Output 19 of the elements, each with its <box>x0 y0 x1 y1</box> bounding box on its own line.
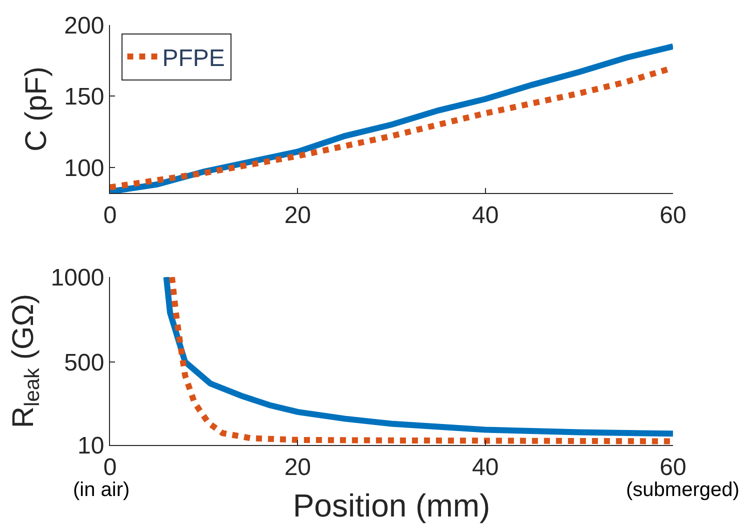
x-tick-label: 60 <box>660 454 686 481</box>
y-tick-label: 10 <box>77 432 104 460</box>
y-tick-label: 100 <box>64 154 104 182</box>
y-tick-label: 200 <box>64 12 104 40</box>
x-tick-label: 40 <box>472 202 499 229</box>
x-tick-label: 60 <box>660 202 686 229</box>
x-tick-label: 0 <box>103 202 117 229</box>
y-tick-label: 150 <box>64 84 104 111</box>
x-tick-label: 20 <box>284 454 312 481</box>
legend-label: PFPE <box>162 44 225 72</box>
x-tick-label: 40 <box>472 454 499 481</box>
text: (submerged) <box>626 479 740 501</box>
x-axis-title: Position (mm) <box>292 488 490 524</box>
y-axis-title: C (pF) <box>20 66 54 152</box>
text: (in air) <box>73 479 130 501</box>
y-tick-label: 1000 <box>50 264 104 292</box>
y-tick-label: 500 <box>64 349 104 376</box>
x-tick-label: 20 <box>284 202 312 229</box>
x-tick-label: 0 <box>103 454 117 481</box>
